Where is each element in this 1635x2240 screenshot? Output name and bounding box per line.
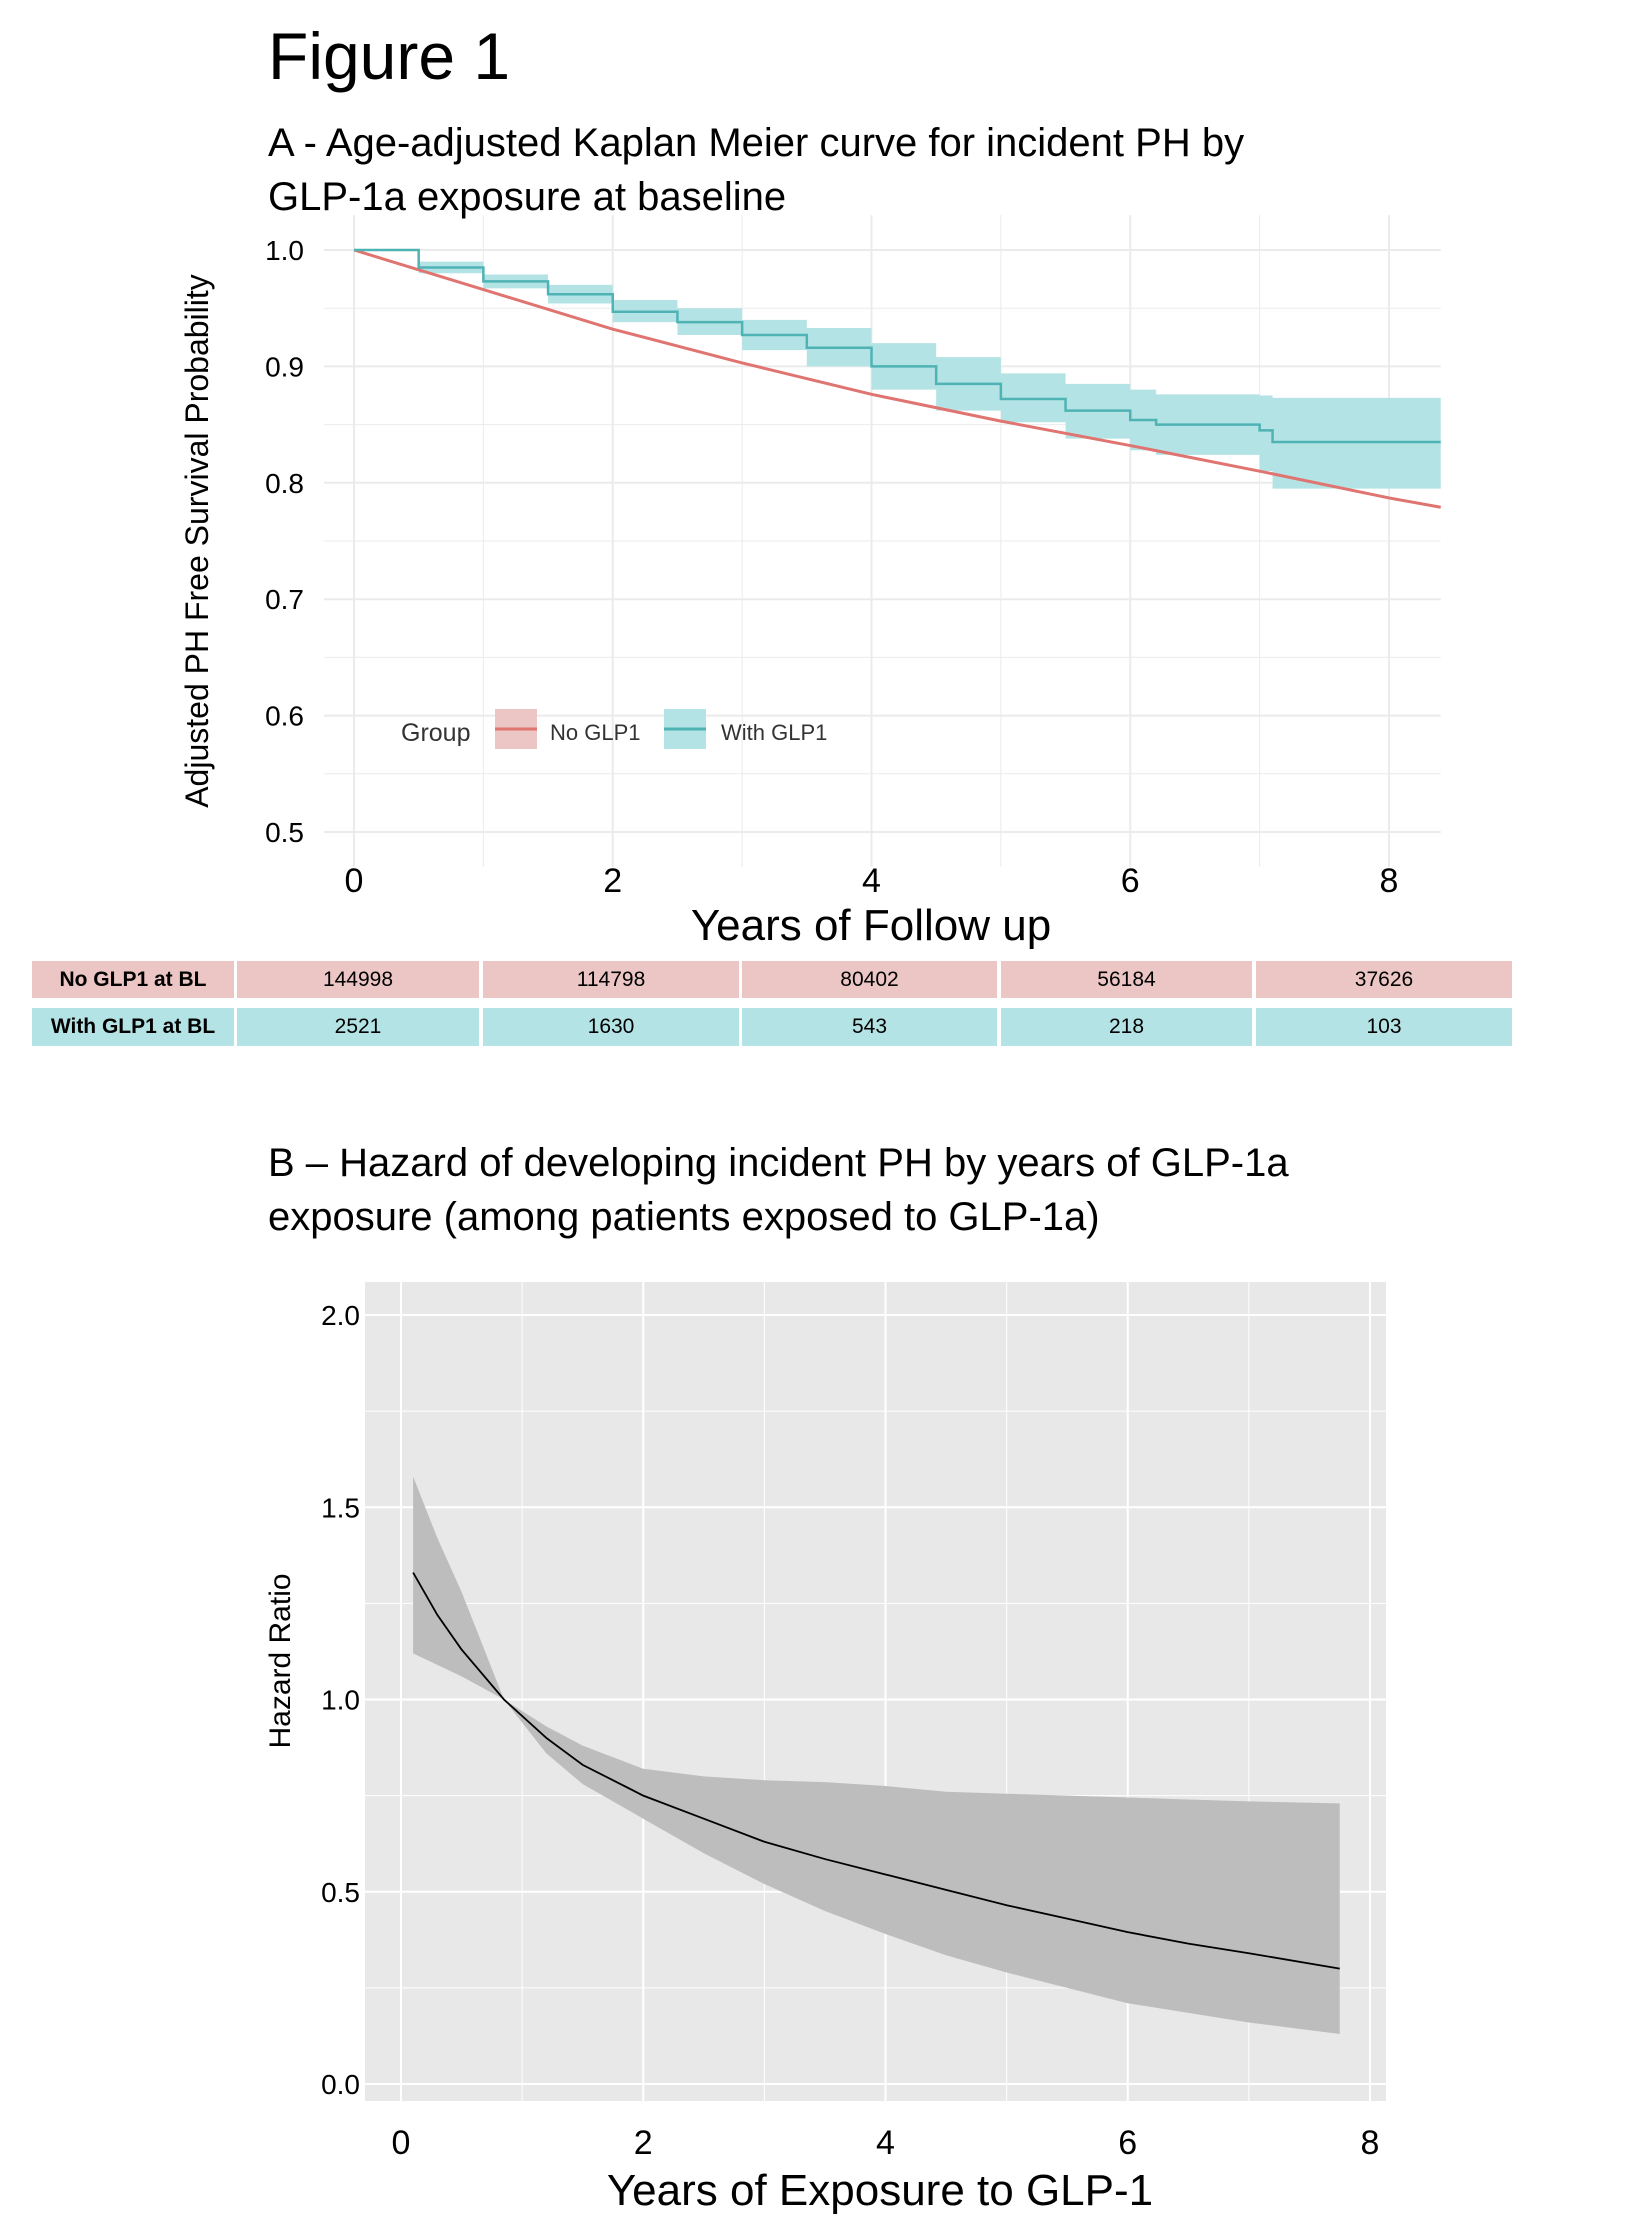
risk-cell: 103 <box>1256 1008 1512 1046</box>
panel-a-title: A - Age-adjusted Kaplan Meier curve for … <box>268 116 1244 224</box>
hr-y-axis-title: Hazard Ratio <box>264 1573 297 1748</box>
risk-cell: 114798 <box>483 961 739 998</box>
x-tick-label: 8 <box>1380 862 1399 900</box>
legend-label-no-glp1: No GLP1 <box>550 720 641 745</box>
y-tick-label: 1.0 <box>265 235 304 266</box>
y-tick-label: 0.7 <box>265 584 304 615</box>
legend-title: Group <box>401 719 470 747</box>
x-tick-label: 4 <box>876 2124 895 2162</box>
risk-row-label: With GLP1 at BL <box>32 1008 234 1046</box>
hr-curve <box>412 1572 1340 1970</box>
panel-b-title-line1: B – Hazard of developing incident PH by … <box>268 1141 1289 1185</box>
risk-cell: 80402 <box>742 961 997 998</box>
x-tick-label: 0 <box>392 2124 411 2162</box>
legend-label-with-glp1: With GLP1 <box>721 720 827 745</box>
risk-cell: 2521 <box>237 1008 479 1046</box>
x-tick-label: 8 <box>1361 2124 1380 2162</box>
hazard-chart: 0.0 0.5 1.0 1.5 2.0 0 2 4 6 8 <box>321 1282 1386 2162</box>
km-y-axis-title: Adjusted PH Free Survival Probability <box>179 274 215 808</box>
panel-a-title-line1: A - Age-adjusted Kaplan Meier curve for … <box>268 121 1245 165</box>
risk-cell: 543 <box>742 1008 997 1046</box>
risk-cell: 1630 <box>483 1008 739 1046</box>
y-tick-label: 0.8 <box>265 468 304 499</box>
y-tick-label: 2.0 <box>321 1300 360 1331</box>
panel-b-title-line2: exposure (among patients exposed to GLP-… <box>268 1195 1100 1239</box>
x-tick-label: 6 <box>1118 2124 1137 2162</box>
x-tick-label: 2 <box>603 862 622 900</box>
no-glp1-curve <box>353 248 1442 509</box>
hr-ci-band <box>413 1476 1340 2035</box>
km-x-axis-title: Years of Follow up <box>691 901 1051 950</box>
panel-b-title: B – Hazard of developing incident PH by … <box>268 1136 1289 1244</box>
hr-x-axis-title: Years of Exposure to GLP-1 <box>607 2166 1153 2215</box>
x-tick-label: 2 <box>634 2124 653 2162</box>
y-tick-label: 0.6 <box>265 701 304 732</box>
panel-a-title-line2: GLP-1a exposure at baseline <box>268 175 787 219</box>
with-glp1-ci-band <box>354 250 1441 489</box>
y-tick-label: 0.5 <box>265 817 304 848</box>
risk-row-label: No GLP1 at BL <box>32 961 234 998</box>
y-tick-label: 0.5 <box>321 1877 360 1908</box>
risk-cell: 56184 <box>1001 961 1252 998</box>
y-tick-label: 1.5 <box>321 1492 360 1523</box>
risk-cell: 37626 <box>1256 961 1512 998</box>
y-tick-label: 0.9 <box>265 351 304 382</box>
figure-title: Figure 1 <box>268 19 511 93</box>
risk-cell: 218 <box>1001 1008 1252 1046</box>
risk-cell: 144998 <box>237 961 479 998</box>
y-tick-label: 0.0 <box>321 2069 360 2100</box>
x-tick-label: 0 <box>345 862 364 900</box>
km-legend: Group No GLP1 With GLP1 <box>401 709 827 749</box>
with-glp1-curve <box>354 248 1441 444</box>
x-tick-label: 4 <box>862 862 881 900</box>
x-tick-label: 6 <box>1121 862 1140 900</box>
km-chart: 0.5 0.6 0.7 0.8 0.9 1.0 0 2 4 6 8 <box>265 215 1442 900</box>
y-tick-label: 1.0 <box>321 1685 360 1716</box>
